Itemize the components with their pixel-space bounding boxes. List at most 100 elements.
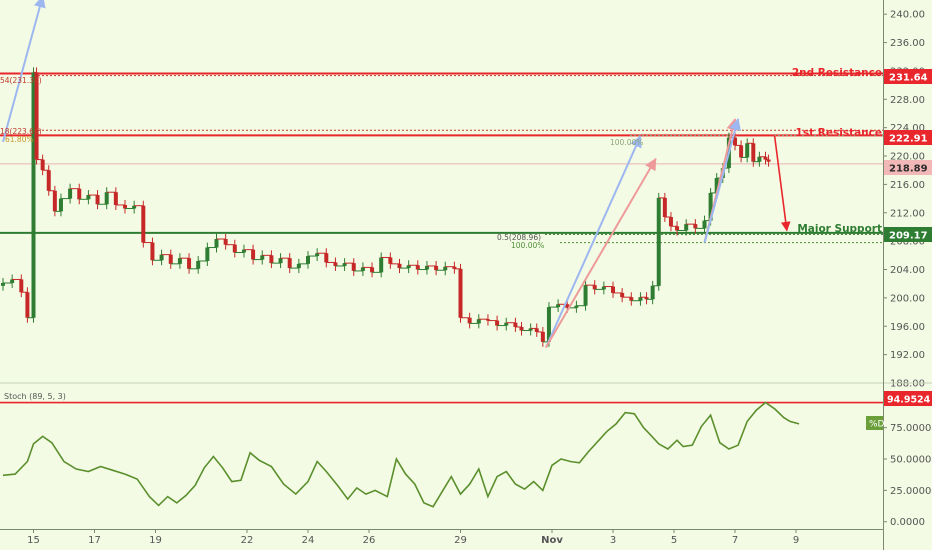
time-tick-label: 29: [454, 535, 467, 546]
candle-body: [1, 282, 5, 286]
level-label-1st-resistance: 1st Resistance: [796, 127, 882, 139]
arrow-layer: [2, 0, 791, 349]
fib-label-right-low: 100.00%: [511, 241, 544, 250]
time-tick-label: 9: [793, 535, 799, 546]
candle-body: [684, 224, 689, 231]
candle-body: [241, 249, 246, 253]
price-tick-label: 240.00: [890, 10, 925, 21]
candle-body: [565, 304, 570, 308]
candle-body: [77, 188, 82, 200]
candle-body: [763, 156, 768, 160]
candle-body: [739, 145, 744, 158]
candle-body: [196, 261, 201, 269]
candle-body: [46, 170, 51, 191]
stoch-legend-badge: %D: [869, 420, 885, 430]
time-tick-label: 19: [149, 535, 162, 546]
candle-body: [644, 297, 649, 300]
candle-body: [745, 143, 750, 158]
level-layer: [0, 72, 883, 244]
candle-body: [351, 263, 356, 271]
time-tick-label: 3: [610, 535, 616, 546]
candle-body: [370, 267, 375, 273]
time-tick-label: 22: [241, 535, 254, 546]
candle-body: [251, 249, 256, 260]
candle-body: [388, 257, 393, 264]
projection-arrow: [544, 135, 642, 348]
candle-body: [34, 72, 39, 160]
candle-body: [650, 285, 655, 300]
projection-arrow: [2, 0, 46, 143]
candle-body: [123, 204, 127, 209]
projection-arrow: [703, 117, 742, 243]
candle-body: [132, 205, 137, 209]
stoch-tick-label: 25.0000: [890, 486, 931, 497]
candle-body: [513, 322, 518, 327]
time-tick-label: 24: [302, 535, 315, 546]
candle-body: [476, 319, 481, 324]
candle-body: [574, 305, 579, 308]
projection-arrow: [545, 157, 657, 349]
candle-body: [495, 320, 500, 326]
tag-current-price-bg: [884, 160, 932, 175]
candle-body: [104, 192, 109, 205]
candle-body: [601, 286, 606, 290]
candle-body: [611, 286, 615, 293]
candle-body: [342, 263, 347, 266]
tag-stoch-level-bg: [884, 391, 932, 406]
candle-body: [324, 253, 329, 263]
candle-body: [168, 254, 173, 264]
candle-body: [205, 247, 210, 262]
candle-body: [546, 307, 551, 342]
candle-body: [214, 239, 219, 248]
candle-body: [766, 159, 771, 162]
fib-label-left-lower-pct: 61.80%: [5, 135, 34, 144]
candle-body: [223, 239, 228, 245]
candle-body: [668, 217, 673, 227]
tag-2nd-resistance: 231.64: [889, 73, 928, 84]
candle-body: [540, 331, 545, 342]
candle-body: [19, 279, 24, 293]
candle-body: [656, 197, 661, 286]
candle-body: [10, 279, 15, 283]
candle-body: [379, 257, 384, 273]
candle-body: [397, 263, 402, 269]
tag-major-support: 209.17: [889, 231, 928, 242]
axis-layer: 240.00236.00232.00228.00224.00220.00216.…: [27, 10, 932, 546]
tag-current-price: 218.89: [889, 164, 928, 175]
candle-body: [733, 137, 737, 146]
candle-body: [757, 156, 762, 162]
fib-label-left-upper: 54(231.34): [0, 76, 42, 85]
candle-body: [360, 267, 365, 271]
price-tick-label: 204.00: [890, 265, 925, 276]
candle-body: [52, 190, 57, 212]
price-tick-label: 220.00: [890, 152, 925, 163]
tag-major-support-bg: [884, 227, 932, 242]
level-label-major-support: Major Support: [797, 223, 882, 235]
candle-body: [458, 268, 463, 318]
candle-body: [150, 242, 155, 261]
candle-body: [415, 265, 420, 270]
candle-body: [702, 220, 707, 229]
candle-body: [424, 265, 429, 270]
stoch-legend-badge-bg: [866, 416, 883, 430]
price-tick-label: 196.00: [890, 322, 925, 333]
candle-body: [708, 192, 713, 221]
price-tick-label: 208.00: [890, 237, 925, 248]
candle-body: [187, 258, 192, 269]
candle-body: [177, 258, 182, 264]
price-tick-label: 192.00: [890, 350, 925, 361]
stoch-tick-label: 0.0000: [890, 517, 925, 528]
price-tick-label: 228.00: [890, 95, 925, 106]
candle-body: [583, 285, 588, 306]
candle-body: [528, 328, 533, 331]
candle-body: [269, 255, 274, 264]
fib-label-left-lower: 18(223.64): [0, 127, 42, 136]
time-tick-label: 26: [363, 535, 376, 546]
fib-label-right-mid: 0.5(208.96): [497, 233, 541, 242]
candle-body: [40, 159, 45, 171]
candle-body: [675, 226, 680, 231]
candle-body: [751, 143, 756, 162]
candle-body: [86, 195, 91, 200]
level-label-2nd-resistance: 2nd Resistance: [792, 67, 882, 79]
